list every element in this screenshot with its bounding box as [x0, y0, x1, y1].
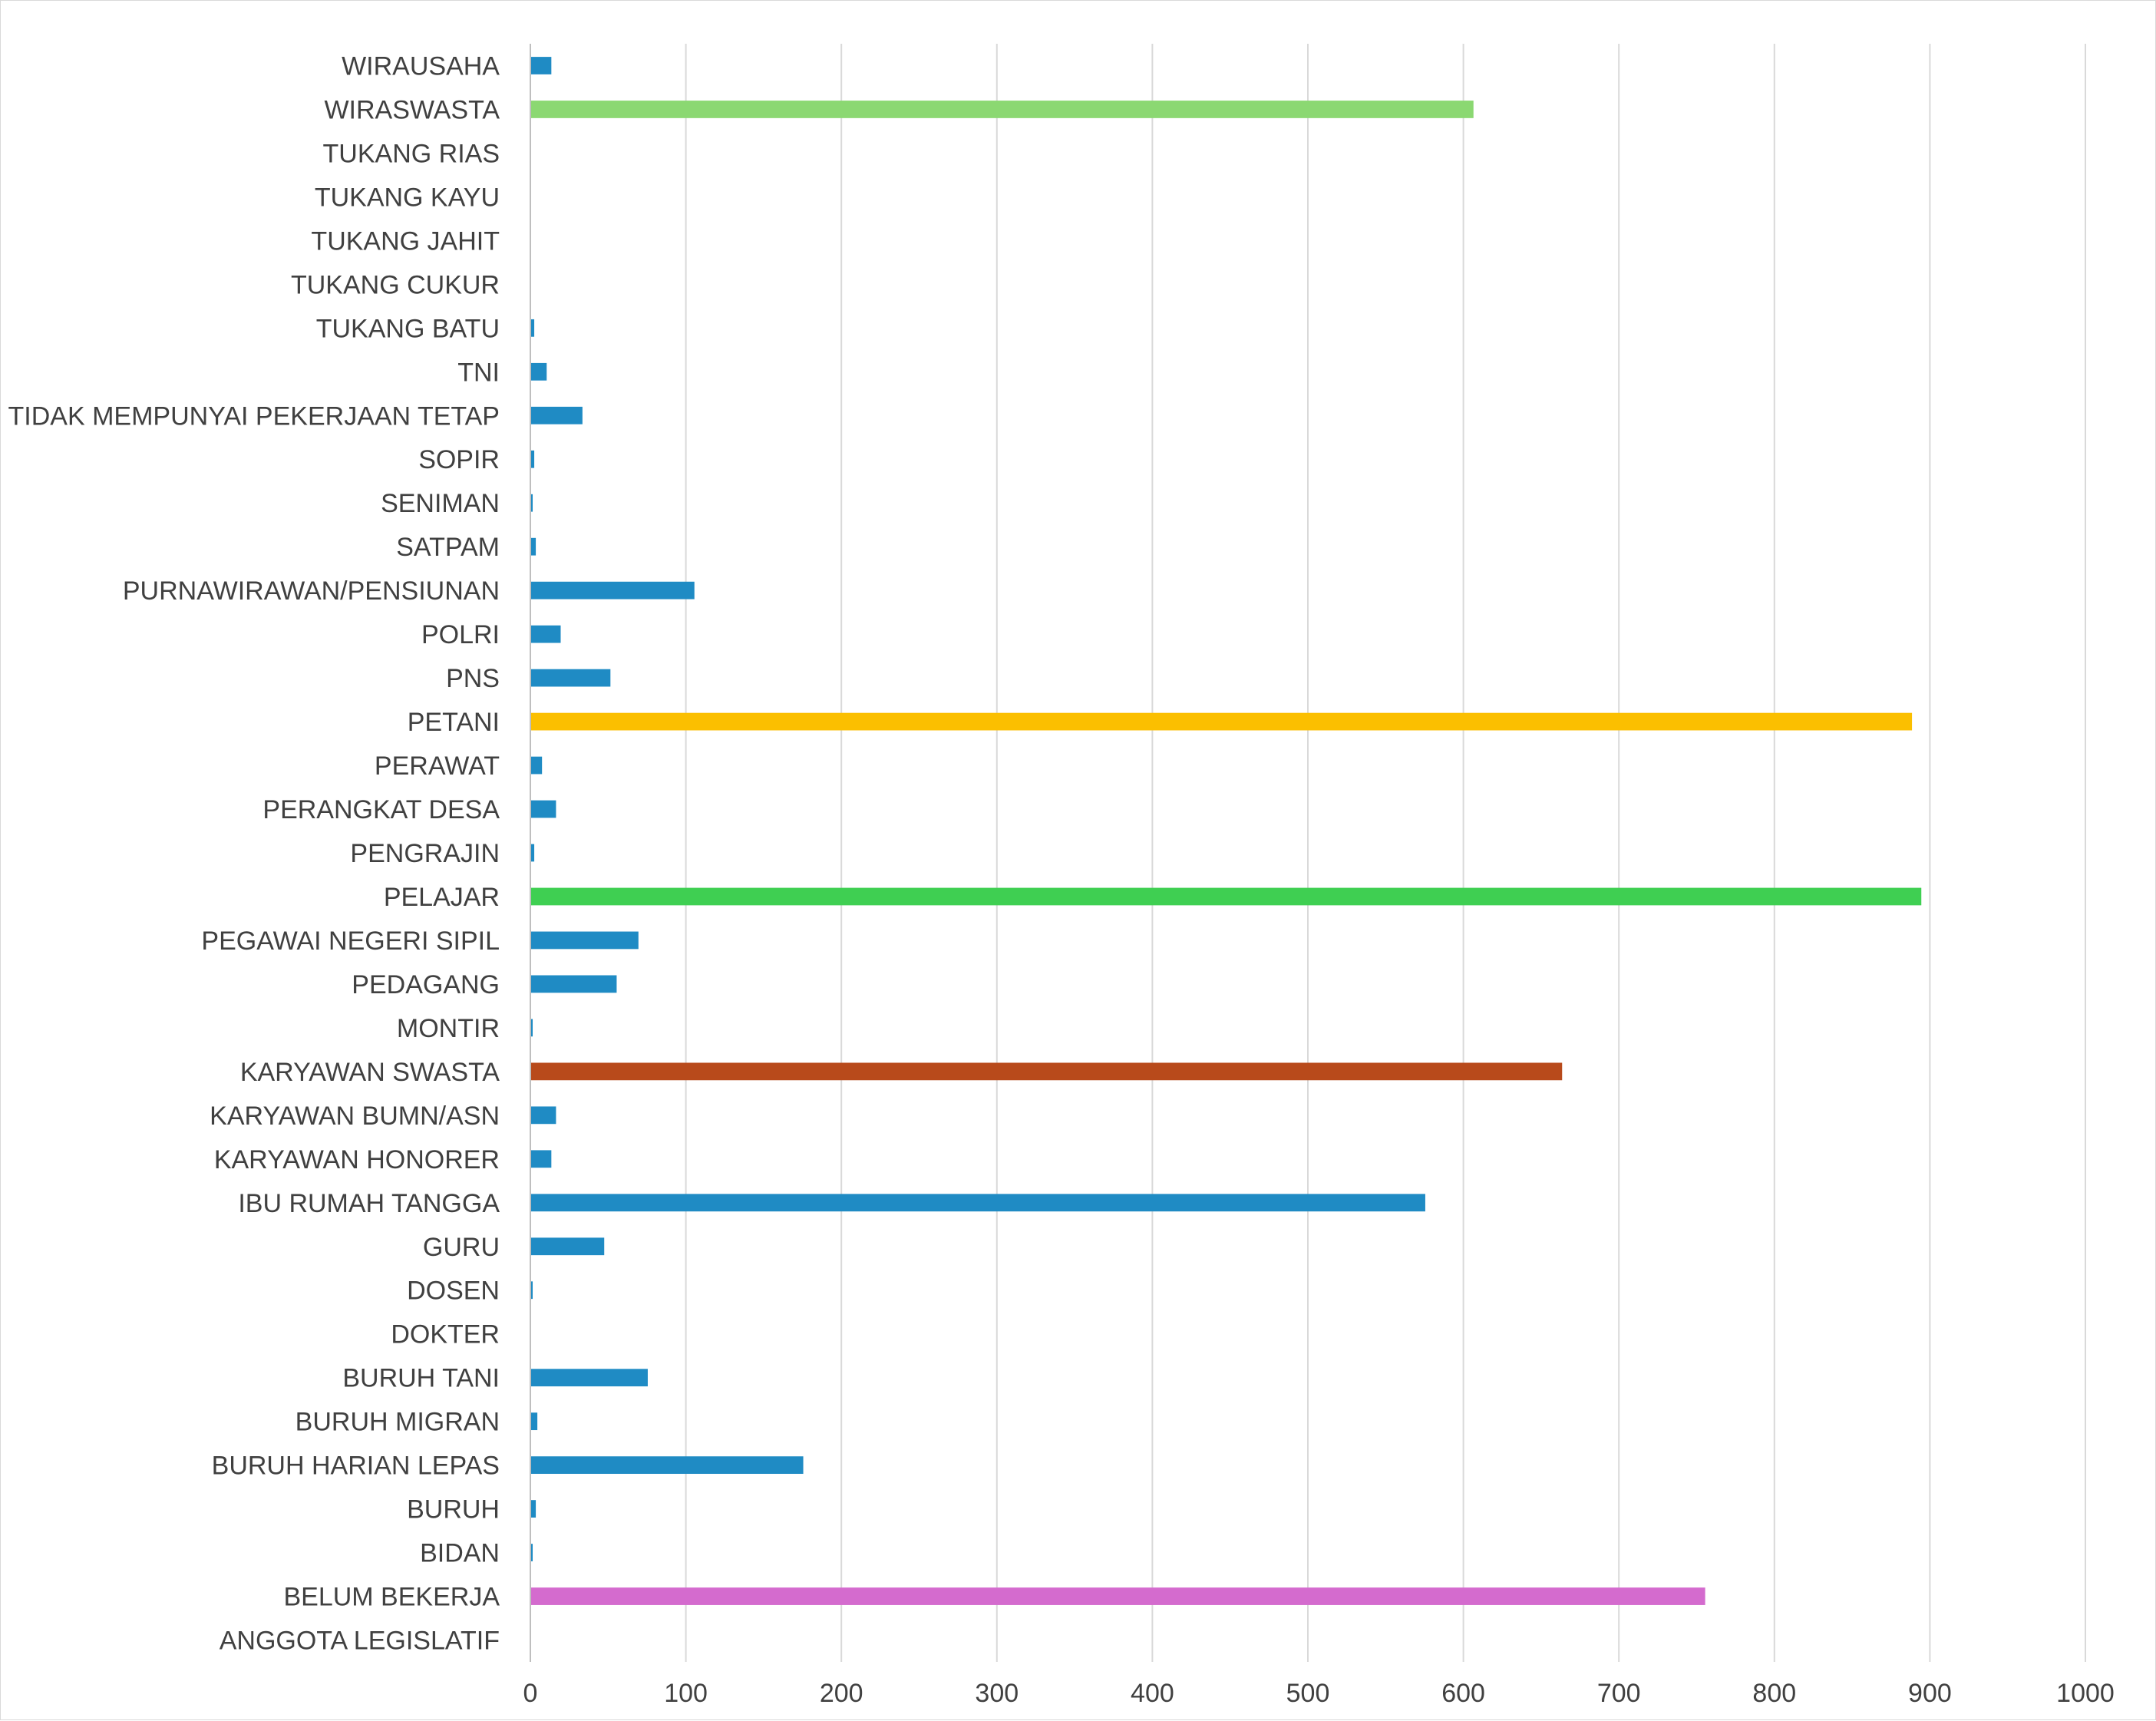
- category-label: BURUH TANI: [342, 1364, 500, 1393]
- bar: [531, 57, 552, 74]
- bar: [531, 406, 583, 424]
- category-label: WIRASWASTA: [324, 95, 500, 124]
- category-label: KARYAWAN SWASTA: [240, 1058, 500, 1087]
- bar: [531, 975, 617, 993]
- bar: [531, 581, 695, 600]
- gridlines: [530, 44, 2086, 1662]
- bar: [531, 887, 1922, 906]
- category-label: IBU RUMAH TANGGA: [238, 1189, 500, 1218]
- category-label: GURU: [423, 1233, 500, 1262]
- bar: [531, 450, 535, 468]
- category-label: BIDAN: [420, 1539, 500, 1568]
- category-label: MONTIR: [397, 1014, 500, 1043]
- bar: [531, 669, 611, 687]
- category-label: TUKANG JAHIT: [311, 226, 500, 256]
- category-label: BURUH: [407, 1495, 500, 1524]
- category-label: KARYAWAN HONORER: [214, 1145, 500, 1174]
- category-label: SATPAM: [396, 533, 500, 562]
- x-tick-label: 1000: [2056, 1679, 2115, 1708]
- category-label: PERANGKAT DESA: [262, 795, 500, 824]
- category-label: PETANI: [408, 708, 500, 737]
- category-label: PENGRAJIN: [350, 839, 500, 868]
- bar: [531, 844, 535, 862]
- category-label: TUKANG KAYU: [315, 183, 500, 212]
- category-label: PNS: [446, 664, 500, 693]
- category-label: TUKANG BATU: [316, 314, 500, 343]
- bar: [531, 712, 1913, 731]
- category-label: PEDAGANG: [352, 970, 500, 999]
- category-label: BURUH MIGRAN: [296, 1408, 500, 1437]
- bar: [531, 800, 556, 818]
- category-label: TUKANG CUKUR: [291, 270, 500, 299]
- bar: [531, 362, 547, 381]
- bar: [531, 537, 537, 556]
- bar: [531, 1106, 556, 1125]
- bar: [531, 1237, 605, 1256]
- category-label: BELUM BEKERJA: [283, 1583, 500, 1612]
- bar: [531, 1281, 533, 1300]
- bar: [531, 1194, 1425, 1212]
- bar: [531, 319, 535, 337]
- bar: [531, 756, 543, 775]
- category-label: TUKANG RIAS: [323, 139, 500, 168]
- x-tick-label: 700: [1597, 1679, 1641, 1708]
- category-labels: ANGGOTA LEGISLATIF BELUM BEKERJA BIDAN BURU…: [8, 51, 500, 1655]
- category-label: DOSEN: [407, 1277, 500, 1306]
- bar: [531, 1544, 533, 1561]
- x-tick-label: 900: [1908, 1679, 1952, 1708]
- bar: [531, 1019, 533, 1037]
- category-label: SENIMAN: [381, 489, 500, 518]
- category-label: PELAJAR: [384, 883, 500, 912]
- bar: [531, 494, 533, 512]
- x-tick-label: 600: [1441, 1679, 1485, 1708]
- category-label: PEGAWAI NEGERI SIPIL: [201, 927, 500, 956]
- bar: [531, 931, 639, 950]
- category-label: WIRAUSAHA: [342, 51, 500, 81]
- bar: [531, 1500, 537, 1518]
- category-label: TIDAK MEMPUNYAI PEKERJAAN TETAP: [8, 401, 500, 431]
- bar: [531, 1369, 648, 1387]
- x-tick-label: 800: [1752, 1679, 1796, 1708]
- x-tick-label: 100: [664, 1679, 708, 1708]
- category-label: SOPIR: [418, 445, 500, 474]
- bar: [531, 1062, 1563, 1081]
- category-label: BURUH HARIAN LEPAS: [212, 1452, 500, 1481]
- category-label: DOKTER: [391, 1320, 500, 1349]
- bar: [531, 1412, 538, 1431]
- x-tick-label: 0: [523, 1679, 538, 1708]
- category-label: PERAWAT: [375, 751, 500, 781]
- x-tick-label: 200: [820, 1679, 863, 1708]
- x-tick-labels: 0 100 200 300 400 500 600 700 800 900 1000: [523, 1679, 2115, 1708]
- category-label: POLRI: [421, 620, 500, 649]
- category-label: TNI: [457, 358, 500, 387]
- bars: [531, 57, 1922, 1605]
- bar: [531, 1456, 804, 1475]
- category-label: KARYAWAN BUMN/ASN: [210, 1102, 500, 1131]
- category-label: PURNAWIRAWAN/PENSIUNAN: [123, 576, 500, 606]
- x-tick-label: 400: [1131, 1679, 1174, 1708]
- category-label: ANGGOTA LEGISLATIF: [220, 1627, 500, 1656]
- bar: [531, 101, 1474, 118]
- bar: [531, 1150, 552, 1168]
- bar: [531, 1587, 1705, 1605]
- x-tick-label: 300: [975, 1679, 1019, 1708]
- bar: [531, 625, 561, 643]
- x-tick-label: 500: [1286, 1679, 1330, 1708]
